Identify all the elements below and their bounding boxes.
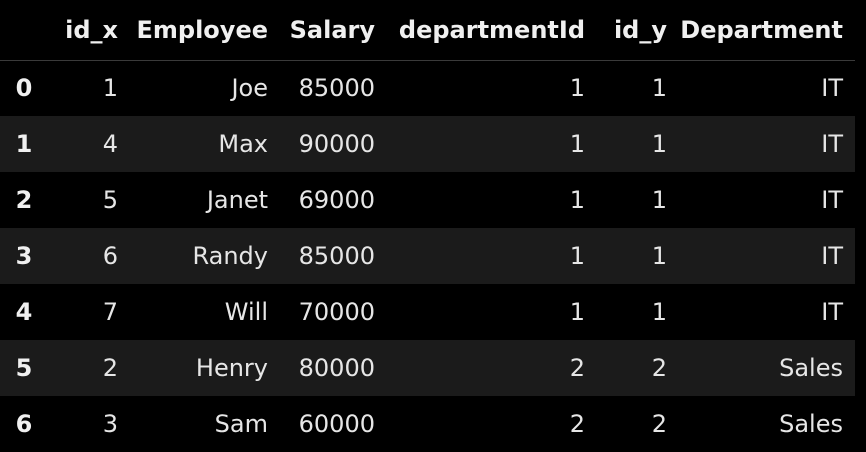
column-header-id-x: id_x <box>56 0 130 61</box>
cell-salary: 60000 <box>298 410 375 438</box>
row-index: 6 <box>15 410 33 438</box>
table-row: 4 7 Will 70000 1 1 IT <box>0 284 855 340</box>
table-row: 3 6 Randy 85000 1 1 IT <box>0 228 855 284</box>
cell-department-id: 1 <box>569 298 585 326</box>
cell-employee: Henry <box>195 354 268 382</box>
column-header-id-y: id_y <box>597 0 679 61</box>
column-header-department-id: departmentId <box>387 0 597 61</box>
cell-department: Sales <box>779 410 843 438</box>
cell-department: IT <box>821 74 843 103</box>
cell-department: IT <box>821 298 843 326</box>
table-row: 2 5 Janet 69000 1 1 IT <box>0 172 855 228</box>
cell-salary: 90000 <box>298 130 375 158</box>
row-index: 2 <box>15 186 33 214</box>
cell-id-y: 2 <box>651 354 667 382</box>
cell-id-x: 3 <box>102 410 118 438</box>
cell-id-x: 4 <box>102 130 118 158</box>
cell-employee: Randy <box>192 242 268 270</box>
cell-department-id: 1 <box>569 242 585 270</box>
table-row: 0 1 Joe 85000 1 1 IT <box>0 60 855 116</box>
cell-id-y: 1 <box>651 186 667 214</box>
cell-employee: Max <box>218 130 268 158</box>
cell-salary: 85000 <box>298 74 375 103</box>
cell-id-y: 1 <box>651 130 667 158</box>
table-row: 1 4 Max 90000 1 1 IT <box>0 116 855 172</box>
column-header-employee: Employee <box>130 0 280 61</box>
column-header-department: Department <box>679 0 855 61</box>
cell-id-y: 1 <box>651 74 667 103</box>
table-header: id_x Employee Salary departmentId id_y D… <box>0 0 855 61</box>
table-row: 6 3 Sam 60000 2 2 Sales <box>0 396 855 452</box>
row-index: 3 <box>15 242 33 270</box>
cell-employee: Joe <box>231 74 268 103</box>
cell-salary: 70000 <box>298 298 375 326</box>
cell-salary: 80000 <box>298 354 375 382</box>
cell-department-id: 1 <box>569 130 585 158</box>
row-index: 1 <box>15 130 33 158</box>
cell-salary: 85000 <box>298 242 375 270</box>
cell-department: IT <box>821 242 843 270</box>
row-index: 0 <box>15 74 33 103</box>
cell-department-id: 2 <box>569 410 585 438</box>
cell-id-x: 6 <box>102 242 118 270</box>
cell-employee: Sam <box>214 410 268 438</box>
cell-department-id: 1 <box>569 74 585 103</box>
index-header <box>0 0 56 61</box>
column-header-salary: Salary <box>280 0 387 61</box>
cell-department: IT <box>821 130 843 158</box>
cell-id-x: 2 <box>102 354 118 382</box>
row-index: 5 <box>15 354 33 382</box>
cell-employee: Will <box>224 298 268 326</box>
cell-employee: Janet <box>206 186 268 214</box>
cell-department-id: 2 <box>569 354 585 382</box>
cell-department-id: 1 <box>569 186 585 214</box>
cell-department: IT <box>821 186 843 214</box>
cell-id-y: 1 <box>651 298 667 326</box>
cell-id-x: 5 <box>102 186 118 214</box>
table-body: 0 1 Joe 85000 1 1 IT 1 4 Max 90000 1 1 I… <box>0 60 855 452</box>
cell-id-y: 2 <box>651 410 667 438</box>
cell-id-y: 1 <box>651 242 667 270</box>
cell-id-x: 7 <box>102 298 118 326</box>
cell-id-x: 1 <box>102 74 118 103</box>
table-row: 5 2 Henry 80000 2 2 Sales <box>0 340 855 396</box>
row-index: 4 <box>15 298 33 326</box>
header-row: id_x Employee Salary departmentId id_y D… <box>0 0 855 61</box>
cell-salary: 69000 <box>298 186 375 214</box>
cell-department: Sales <box>779 354 843 382</box>
